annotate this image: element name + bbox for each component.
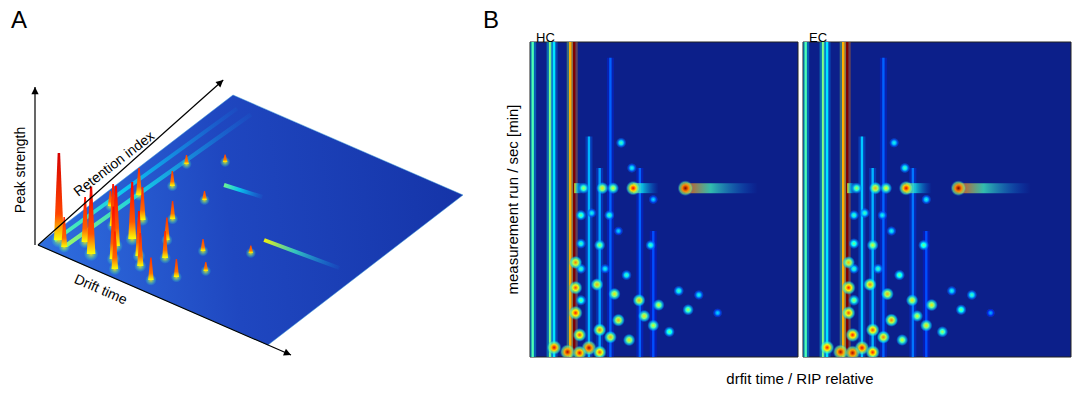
svg-text:B: B (483, 6, 499, 33)
svg-text:A: A (11, 6, 27, 33)
svg-text:HC: HC (536, 30, 555, 45)
svg-text:measurement run / sec [min]: measurement run / sec [min] (504, 104, 521, 294)
svg-text:Drift time: Drift time (72, 270, 130, 307)
svg-text:EC: EC (809, 30, 827, 45)
svg-text:drfit time / RIP relative: drfit time / RIP relative (726, 370, 873, 387)
svg-text:Retention index: Retention index (70, 127, 157, 199)
svg-text:Peak strength: Peak strength (12, 127, 28, 213)
